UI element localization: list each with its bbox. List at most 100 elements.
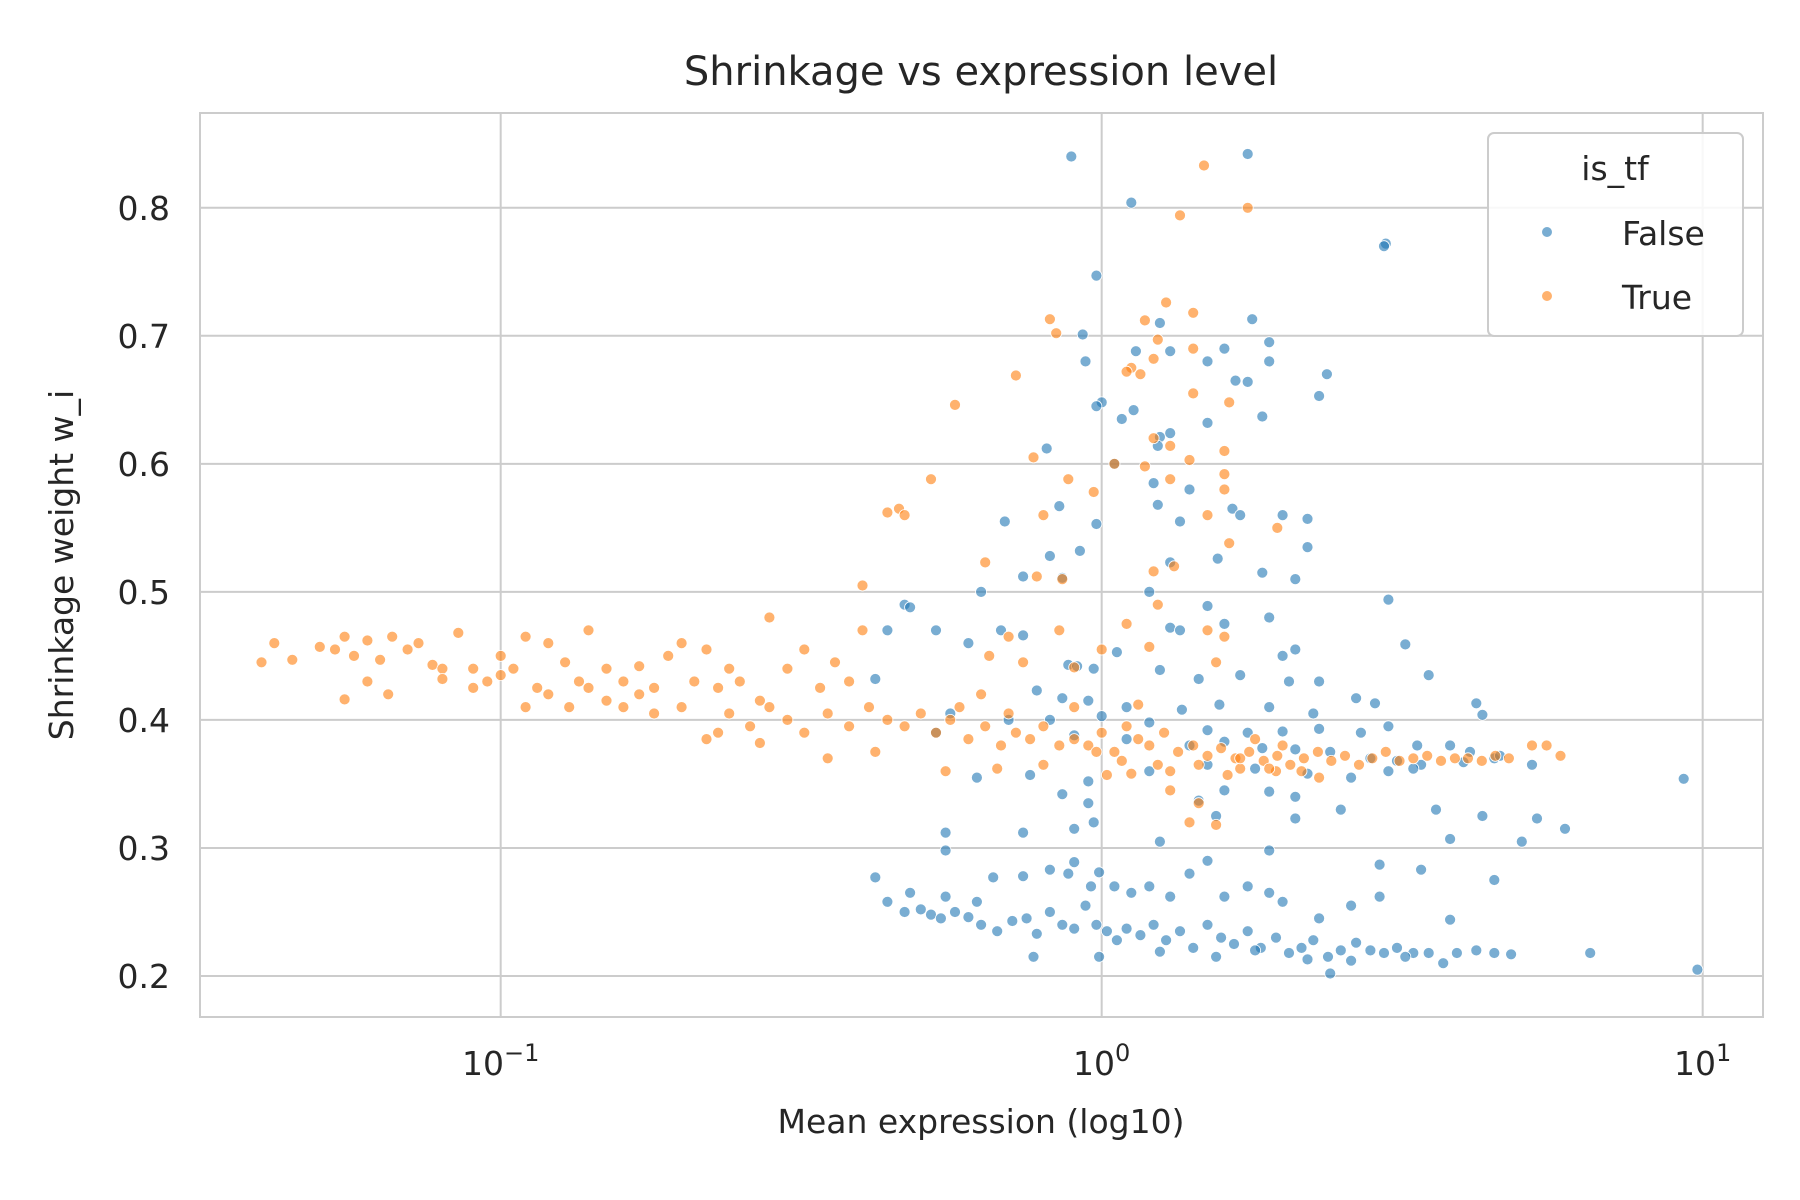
point-false [1382,720,1395,733]
point-true [781,662,794,675]
point-false [1263,844,1276,857]
point-false [1068,856,1081,868]
point-true [1249,733,1261,745]
point-false [1082,797,1095,810]
point-false [1154,945,1166,958]
point-false [1249,762,1261,775]
point-false [1350,936,1362,949]
point-false [1584,947,1597,959]
point-false [939,890,952,903]
point-true [1108,746,1121,758]
point-true [1151,758,1164,771]
point-true [1050,327,1063,340]
point-false [1164,427,1177,440]
point-true [1030,570,1043,583]
point-true [1210,656,1222,669]
point-false [1301,953,1314,966]
point-true [467,682,480,694]
point-true [763,611,776,624]
point-false [1040,442,1053,455]
point-false [1151,498,1164,511]
point-false [1234,509,1247,521]
point-false [1056,692,1069,705]
point-false [995,624,1007,637]
point-false [1241,148,1254,160]
point-false [1324,967,1337,980]
point-false [939,826,952,839]
point-true [1056,573,1069,585]
point-false [1134,929,1147,941]
point-false [1027,950,1040,963]
tick-labels: 10−1 100 101 0.2 0.3 0.4 0.5 0.6 0.7 0.8 [118,189,1732,1083]
point-false [1364,944,1377,957]
point-true [382,688,395,701]
point-true [1187,739,1200,752]
point-false [1174,925,1186,938]
point-true [949,398,961,411]
point-true [1044,313,1056,326]
point-true [1108,457,1121,470]
point-true [1068,661,1081,674]
point-false [1505,948,1517,961]
point-true [1218,445,1231,457]
point-false [975,918,987,931]
point-true [1139,460,1151,473]
point-true [582,624,595,637]
point-false [1087,662,1100,675]
point-true [925,473,937,486]
point-true [467,662,480,675]
point-true [617,701,630,713]
point-false [1079,899,1092,912]
point-true [519,701,532,713]
point-false [1241,375,1254,388]
point-true [494,650,507,662]
point-false [1382,765,1395,778]
point-true [1037,720,1050,733]
point-true [1366,752,1379,765]
point-true [1168,560,1180,573]
point-false [971,895,983,908]
point-true [1218,483,1231,496]
point-false [1093,950,1105,963]
point-true [723,707,736,720]
point-true [1210,819,1222,831]
legend-title: is_tf [1581,149,1650,188]
point-true [329,643,341,656]
point-true [338,630,351,643]
point-false [1174,515,1186,528]
point-false [925,908,937,921]
y-tick-label: 0.5 [118,573,170,612]
point-true [1115,755,1128,767]
point-false [1263,611,1276,624]
point-true [1158,726,1170,739]
point-false [1218,342,1231,355]
point-false [1154,835,1166,848]
point-true [1120,618,1133,630]
point-false [1087,816,1100,829]
point-true [856,624,869,637]
point-false [1270,931,1282,944]
point-true [1540,739,1553,752]
point-false [1053,500,1066,513]
point-true [1134,368,1147,381]
point-false [1082,775,1095,788]
point-false [949,906,961,918]
point-true [1160,296,1172,309]
point-false [1095,710,1108,722]
point-true [1053,739,1066,752]
point-false [1030,684,1043,697]
point-false [1017,826,1029,839]
point-false [1229,374,1242,387]
point-true [563,701,576,713]
point-true [1271,522,1284,534]
point-false [1201,724,1214,737]
point-false [1183,483,1196,496]
point-true [573,675,585,688]
point-true [1462,752,1474,765]
point-true [1379,746,1392,758]
point-false [1345,954,1357,967]
point-true [1489,749,1502,762]
chart-title: Shrinkage vs expression level [684,49,1278,95]
point-true [763,701,776,713]
point-false [1017,629,1029,642]
